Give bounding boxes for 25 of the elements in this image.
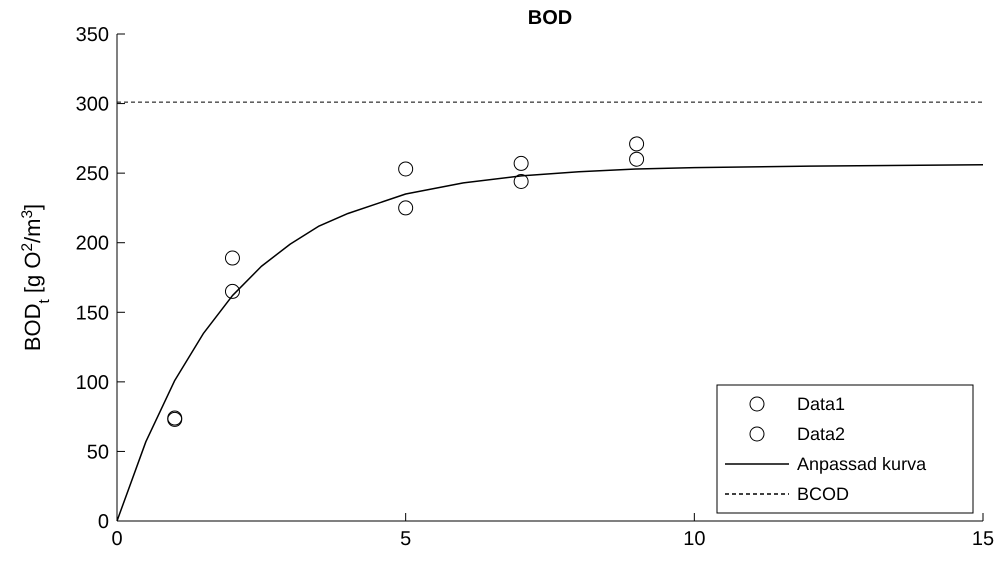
y-tick-label: 200 [76, 232, 109, 255]
y-tick-label: 250 [76, 163, 109, 186]
y-tick-label: 350 [76, 24, 109, 46]
legend-label: Data2 [797, 424, 846, 444]
x-tick-label: 10 [683, 528, 706, 550]
point [514, 156, 529, 171]
y-tick-label: 300 [76, 94, 109, 116]
legend-label: Data1 [797, 394, 846, 414]
x-tick-label: 0 [111, 528, 123, 550]
legend-label: BCOD [797, 484, 850, 504]
x-tick-label: 15 [972, 528, 994, 550]
point [224, 250, 240, 266]
chart-title: BOD [528, 7, 572, 29]
y-tick-label: 0 [98, 511, 109, 533]
point [398, 161, 414, 176]
point [629, 152, 644, 167]
point [398, 200, 414, 216]
point [514, 174, 529, 189]
point [629, 136, 644, 152]
y-tick-label: 150 [76, 302, 109, 324]
point [224, 284, 240, 299]
y-tick-label: 50 [86, 441, 109, 464]
legend-label: Anpassad kurva [797, 454, 928, 474]
y-tick-label: 100 [76, 372, 109, 394]
x-tick-label: 5 [400, 528, 412, 550]
